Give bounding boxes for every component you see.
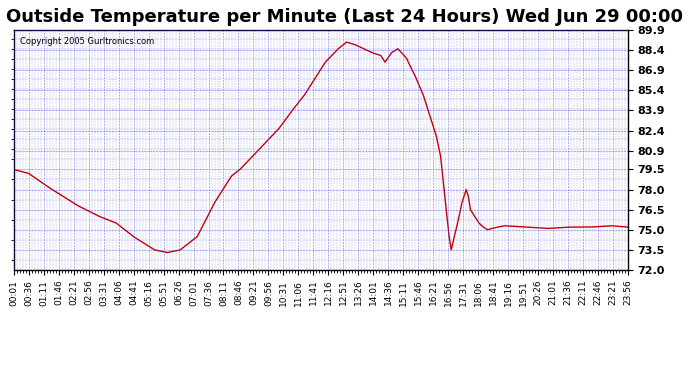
Text: Outside Temperature per Minute (Last 24 Hours) Wed Jun 29 00:00: Outside Temperature per Minute (Last 24 …: [6, 8, 684, 26]
Text: Copyright 2005 Gurltronics.com: Copyright 2005 Gurltronics.com: [20, 37, 154, 46]
